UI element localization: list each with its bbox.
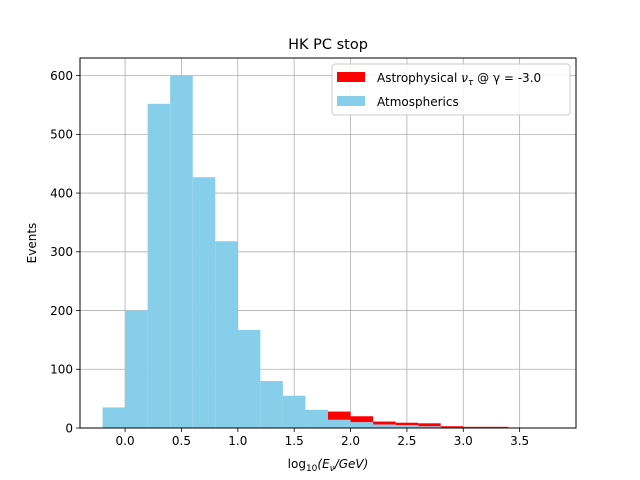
y-tick-label: 100 [50, 363, 73, 377]
bar-astrophysical [418, 423, 441, 427]
y-tick-label: 600 [50, 69, 73, 83]
bar-astrophysical [485, 426, 509, 428]
bar-atmospherics [102, 407, 126, 428]
legend-label-astrophysical: Astrophysical ντ @ γ = -3.0 [377, 71, 541, 88]
bar-atmospherics [260, 381, 283, 428]
legend: Astrophysical ντ @ γ = -3.0 Atmospherics [331, 63, 571, 116]
y-axis-label: Events [25, 223, 39, 264]
x-tick-label: 3.5 [510, 434, 529, 448]
bar-atmospherics [395, 425, 419, 428]
bar-atmospherics [373, 424, 396, 428]
bar-astrophysical [463, 426, 486, 428]
bar-atmospherics [192, 177, 216, 428]
chart-title: HK PC stop [288, 37, 368, 53]
y-tick-label: 0 [65, 421, 73, 435]
plot-frame [79, 57, 577, 429]
bar-atmospherics [215, 241, 238, 428]
y-tick-label: 500 [50, 128, 73, 142]
bar-astrophysical [440, 426, 464, 428]
x-tick-label: 0.0 [116, 434, 135, 448]
x-axis-label: log10(Eν/GeV) [288, 457, 369, 474]
bar-astrophysical [328, 411, 351, 420]
x-tick-label: 2.5 [397, 434, 416, 448]
y-tick-label: 400 [50, 186, 73, 200]
bar-atmospherics [282, 395, 306, 428]
x-tick-label: 3.0 [454, 434, 473, 448]
legend-label-atmospherics: Atmospherics [377, 95, 459, 109]
bar-atmospherics [125, 310, 148, 428]
bar-atmospherics [147, 103, 171, 429]
x-tick-label: 1.5 [285, 434, 304, 448]
x-tick-label: 2.0 [341, 434, 360, 448]
legend-swatch-astrophysical [337, 72, 365, 82]
y-tick-label: 200 [50, 304, 73, 318]
x-tick-label: 1.0 [228, 434, 247, 448]
y-axis-ticks: 0 100 200 300 400 500 600 [50, 69, 80, 435]
y-tick-label: 300 [50, 245, 73, 259]
histogram-bars [102, 75, 509, 429]
bar-astrophysical [350, 416, 374, 423]
x-axis-ticks: 0.0 0.5 1.0 1.5 2.0 2.5 3.0 3.5 [116, 428, 529, 448]
bar-astrophysical [373, 421, 396, 425]
bar-astrophysical [395, 422, 419, 426]
x-tick-label: 0.5 [172, 434, 191, 448]
bar-atmospherics [328, 419, 351, 428]
legend-swatch-atmospherics [337, 96, 365, 106]
legend-frame [331, 63, 571, 116]
bar-atmospherics [170, 75, 193, 429]
bar-atmospherics [418, 426, 441, 428]
bar-atmospherics [237, 329, 261, 428]
bar-atmospherics [350, 422, 374, 428]
bar-atmospherics [305, 409, 328, 428]
